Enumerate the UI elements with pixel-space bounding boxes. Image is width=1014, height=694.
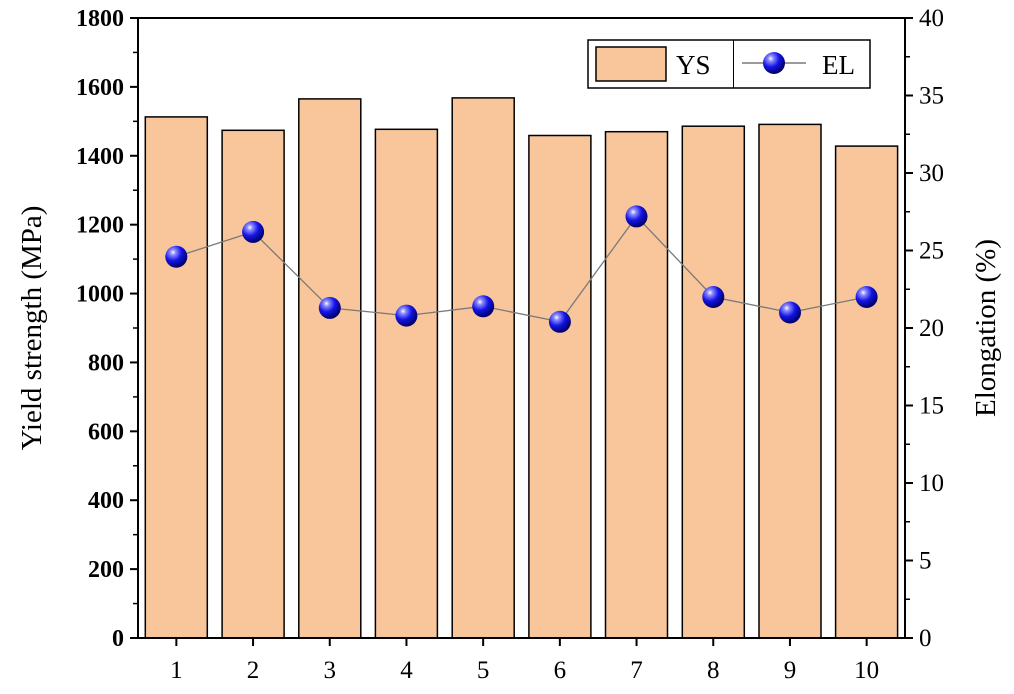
- ys-bar: [834, 145, 899, 639]
- x-tick-label: 10: [854, 657, 879, 684]
- ys-bar: [758, 123, 822, 639]
- x-tick-label: 9: [784, 657, 797, 684]
- y-tick-label: 800: [88, 350, 124, 376]
- legend-el-label: EL: [822, 50, 855, 80]
- el-point: [395, 304, 418, 327]
- x-tick-label: 2: [247, 657, 260, 684]
- y2-axis-title: Elongation (%): [970, 239, 1002, 417]
- left-axis: 0 200 400 600 800 1000 1200 1400 1600 1800: [76, 6, 138, 652]
- legend-divider: [733, 40, 734, 88]
- y-tick-label: 1000: [76, 282, 124, 308]
- y2-tick-label: 40: [919, 5, 944, 32]
- ys-bar: [298, 98, 362, 639]
- ys-bar: [681, 125, 746, 639]
- x-tick-label: 1: [170, 657, 183, 684]
- el-line-layer: [176, 215, 867, 323]
- el-point: [165, 245, 188, 268]
- ys-bar: [221, 129, 285, 639]
- right-axis: 0 5 10 15 20 25 30 35 40: [905, 5, 944, 652]
- el-markers-layer: [165, 205, 878, 333]
- y2-tick-label: 15: [919, 393, 944, 420]
- ys-bar: [374, 128, 439, 639]
- x-tick-label: 4: [400, 657, 413, 684]
- x-tick-label: 6: [554, 657, 567, 684]
- el-point: [625, 205, 648, 228]
- x-tick-label: 8: [707, 657, 720, 684]
- legend-ys-label: YS: [676, 50, 711, 80]
- y-tick-label: 1200: [76, 213, 124, 239]
- el-point: [318, 296, 341, 319]
- y2-tick-label: 30: [919, 160, 944, 187]
- el-point: [855, 286, 878, 308]
- y2-tick-label: 20: [919, 315, 944, 342]
- ys-bar: [451, 97, 515, 639]
- y-tick-label: 600: [88, 419, 124, 445]
- legend: YS EL: [587, 39, 871, 89]
- el-point: [242, 220, 265, 243]
- ys-bar: [144, 116, 209, 639]
- bars-layer: [144, 97, 899, 639]
- el-point: [779, 301, 801, 324]
- legend-el-marker: [763, 52, 785, 74]
- y2-tick-label: 35: [919, 83, 944, 110]
- y-axis-title: Yield strength (MPa): [16, 206, 48, 451]
- x-tick-label: 7: [630, 657, 643, 684]
- y2-tick-label: 25: [919, 238, 944, 265]
- el-point: [472, 295, 495, 318]
- el-point: [548, 310, 571, 333]
- el-series-line: [176, 215, 867, 323]
- y-tick-label: 400: [88, 488, 124, 514]
- y-tick-label: 1400: [76, 144, 124, 170]
- y-tick-label: 1600: [76, 75, 124, 101]
- ys-bar: [528, 134, 592, 639]
- x-tick-label: 3: [324, 657, 337, 684]
- y2-tick-label: 10: [919, 470, 944, 497]
- y2-tick-label: 5: [919, 548, 932, 575]
- y-tick-label: 1800: [76, 6, 124, 32]
- y-tick-label: 0: [112, 626, 124, 652]
- y2-tick-label: 0: [919, 625, 932, 652]
- el-point: [702, 286, 725, 308]
- y-tick-label: 200: [88, 557, 124, 583]
- x-tick-label: 5: [477, 657, 490, 684]
- x-axis: 1 2 3 4 5 6 7 8 9 10: [170, 638, 879, 684]
- legend-ys-swatch: [595, 46, 667, 82]
